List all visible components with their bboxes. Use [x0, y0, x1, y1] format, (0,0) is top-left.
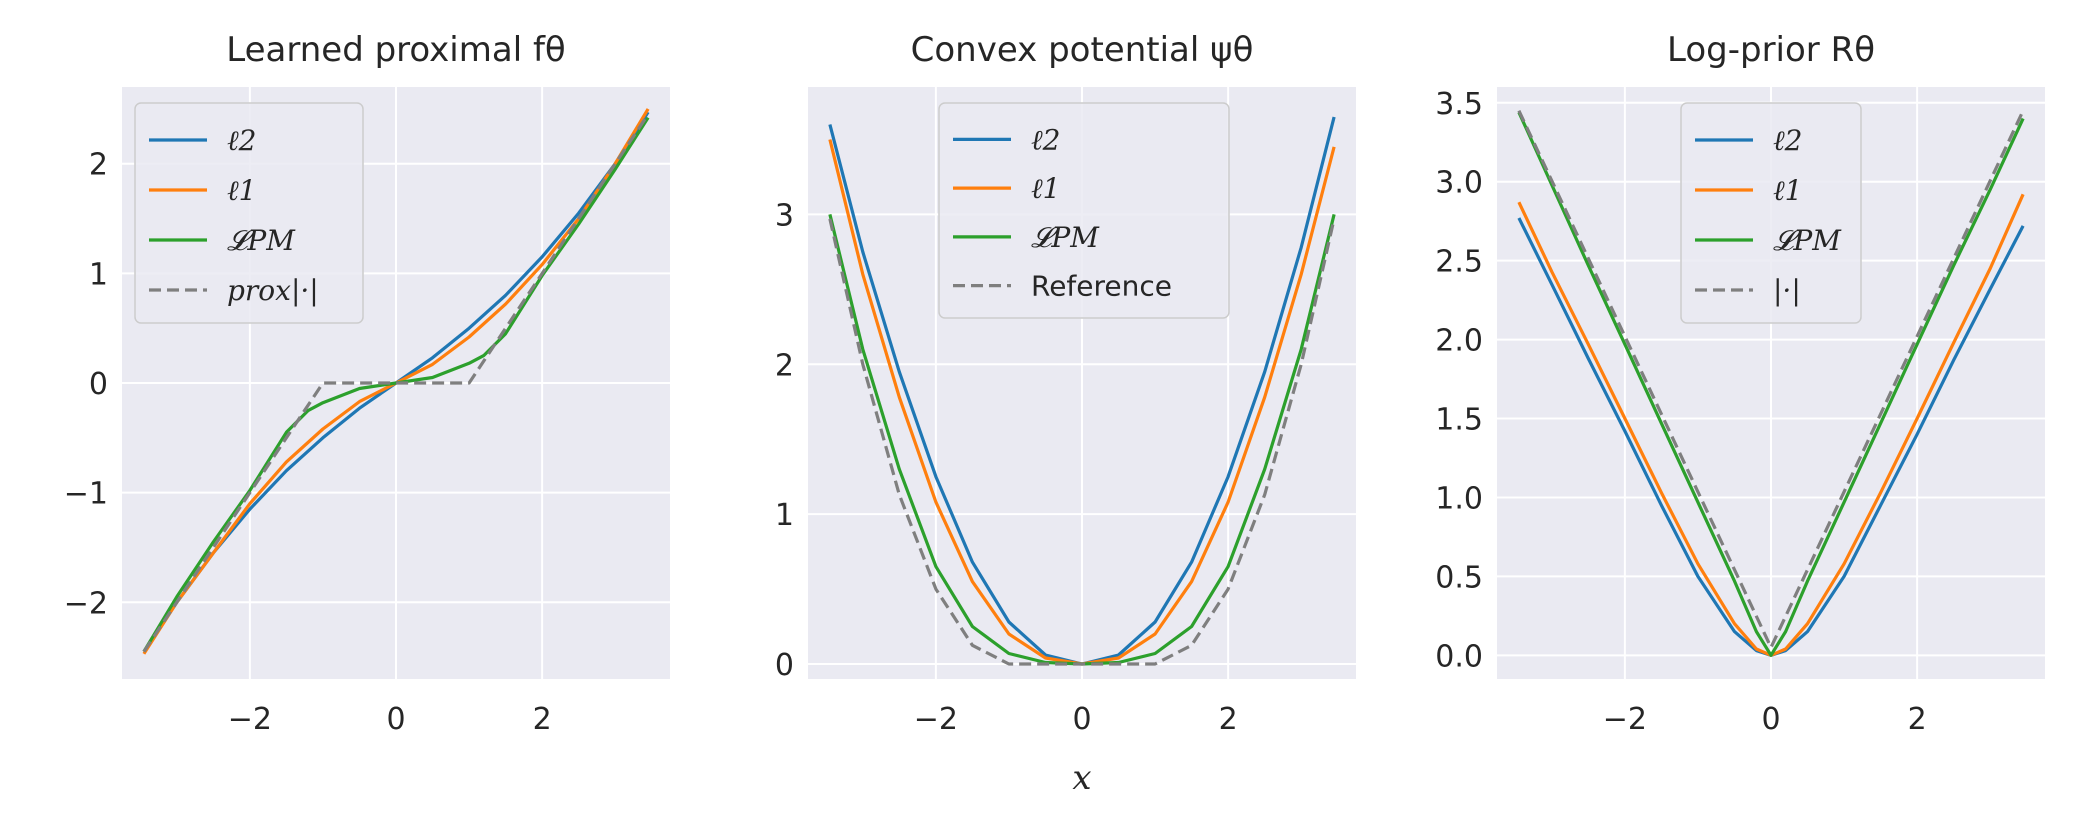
series-line-3: [142, 113, 650, 653]
y-tick-label: 2: [775, 348, 794, 383]
legend-label-0: ℓ2: [227, 124, 256, 157]
y-tick-label: −1: [64, 477, 108, 512]
legend-label-2: 𝓛PM: [1031, 221, 1100, 254]
legend: ℓ2 ℓ1 𝓛PM prox|·|: [134, 102, 364, 324]
y-tick-label: 1.5: [1435, 403, 1483, 438]
x-tick-label: −2: [914, 702, 958, 737]
legend-frame: [938, 102, 1230, 319]
legend-label-0: ℓ2: [1773, 124, 1802, 157]
legend-label-1: ℓ1: [1031, 172, 1060, 205]
legend-label-2: 𝓛PM: [1773, 224, 1842, 257]
legend-label-3: |·|: [1773, 274, 1801, 307]
legend-label-3: prox|·|: [227, 274, 319, 307]
legend-label-0: ℓ2: [1031, 123, 1060, 156]
panel-log-prior: −2 0 2 0.0 0.5 1.0 1.5 2.0 2.5 3.0 3.5 Log-prior Rθ…: [1435, 30, 2045, 737]
y-tick-label: 1: [89, 257, 108, 292]
legend-frame: [1680, 102, 1862, 324]
x-tick-label: 2: [1219, 702, 1238, 737]
chart-title: Convex potential ψθ: [911, 30, 1254, 70]
y-tick-label: 1: [775, 498, 794, 533]
y-tick-label: 3.0: [1435, 166, 1483, 201]
y-tick-label: 3: [775, 198, 794, 233]
chart-title: Log-prior Rθ: [1667, 30, 1875, 70]
legend-label-2: 𝓛PM: [227, 224, 296, 257]
series-line-2: [142, 116, 650, 653]
y-tick-label: 2: [89, 148, 108, 183]
legend-label-1: ℓ1: [227, 174, 256, 207]
x-tick-label: 0: [1072, 702, 1091, 737]
x-tick-label: −2: [228, 702, 272, 737]
legend-label-1: ℓ1: [1773, 174, 1802, 207]
y-tick-label: 1.0: [1435, 481, 1483, 516]
legend-frame: [134, 102, 364, 324]
y-tick-label: 0.5: [1435, 560, 1483, 595]
series-line-3: [828, 218, 1336, 666]
legend: ℓ2 ℓ1 𝓛PM Reference: [938, 102, 1230, 319]
chart-title: Learned proximal fθ: [226, 30, 565, 70]
legend-label-3: Reference: [1031, 270, 1172, 303]
y-tick-label: 3.5: [1435, 87, 1483, 122]
x-tick-label: 2: [1908, 702, 1927, 737]
panel-convex-potential: −2 0 2 0 1 2 3 Convex potential ψθ x ℓ2 ℓ1 𝓛PM Refer…: [775, 30, 1356, 798]
x-tick-label: 0: [386, 702, 405, 737]
y-tick-label: 0: [89, 367, 108, 402]
y-tick-label: 0: [775, 648, 794, 683]
y-tick-label: 2.5: [1435, 245, 1483, 280]
series-line-2: [1517, 111, 2025, 657]
x-tick-label: 2: [533, 702, 552, 737]
x-tick-label: −2: [1603, 702, 1647, 737]
panel-learned-proximal: −2 0 2 −2 −1 0 1 2 Learned proximal fθ ℓ2 ℓ1 𝓛PM pro…: [64, 30, 670, 737]
x-tick-label: 0: [1761, 702, 1780, 737]
y-tick-label: 0.0: [1435, 639, 1483, 674]
y-tick-label: 2.0: [1435, 324, 1483, 359]
y-tick-label: −2: [64, 586, 108, 621]
legend: ℓ2 ℓ1 𝓛PM |·|: [1680, 102, 1862, 324]
x-axis-label: x: [1072, 758, 1091, 798]
